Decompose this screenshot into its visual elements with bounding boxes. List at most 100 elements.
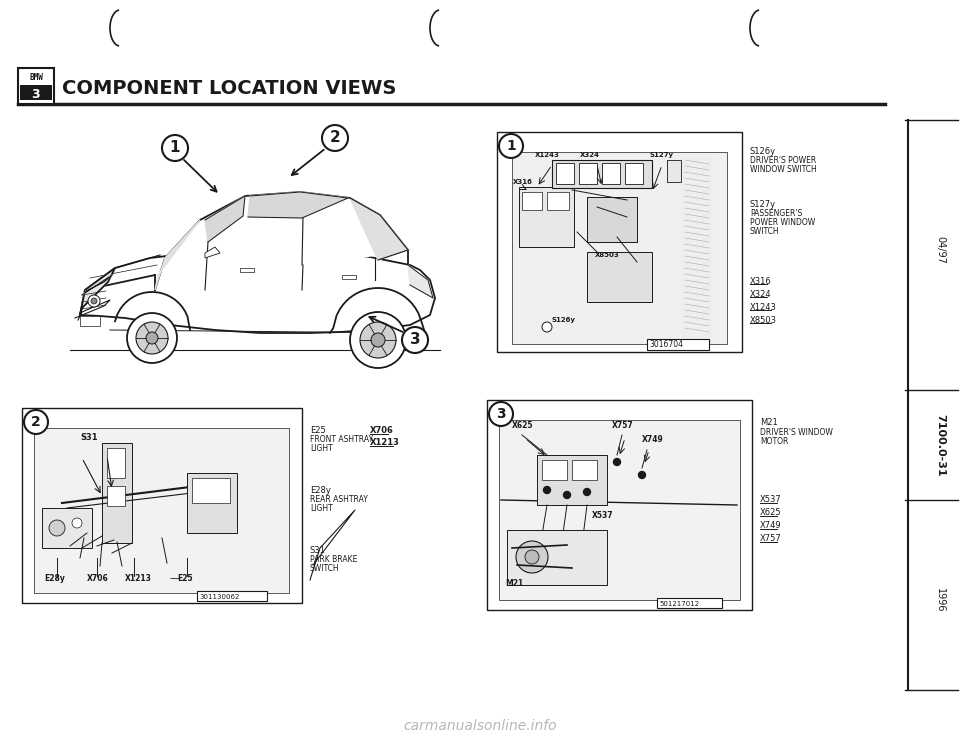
Text: E25: E25 [177,574,193,583]
Text: DRIVER'S WINDOW: DRIVER'S WINDOW [760,428,833,437]
Bar [587,252,652,302]
Text: X625: X625 [512,421,534,430]
Circle shape [516,541,548,573]
Text: M21: M21 [760,418,778,427]
Circle shape [136,322,168,354]
Text: COMPONENT LOCATION VIEWS: COMPONENT LOCATION VIEWS [62,79,396,97]
Bar [107,486,125,506]
Circle shape [499,134,523,158]
Text: —: — [170,573,180,583]
Circle shape [127,313,177,363]
Text: 301130062: 301130062 [199,594,239,600]
Circle shape [360,322,396,358]
Text: S127y: S127y [750,200,776,209]
Polygon shape [80,268,115,315]
Circle shape [322,125,348,151]
Bar [18,68,54,104]
Text: WINDOW SWITCH: WINDOW SWITCH [750,165,817,174]
Text: M21: M21 [505,579,523,588]
Bar [102,443,132,543]
Polygon shape [408,265,433,298]
Circle shape [371,333,385,347]
Bar [537,455,607,505]
Text: X757: X757 [612,421,634,430]
Circle shape [72,518,82,528]
Polygon shape [155,192,408,290]
Text: S126y: S126y [552,317,576,323]
Text: PARK BRAKE: PARK BRAKE [310,555,357,564]
Text: LIGHT: LIGHT [310,444,333,453]
Text: X8503: X8503 [595,252,620,258]
Bar [572,460,597,480]
Bar [512,152,727,344]
Text: S31: S31 [310,546,325,555]
Text: X749: X749 [642,435,663,444]
Bar [80,316,100,326]
Bar [657,598,722,608]
Text: 2: 2 [329,130,341,146]
Bar [556,163,574,184]
Text: 3: 3 [496,407,506,421]
Circle shape [91,298,97,304]
Circle shape [162,135,188,161]
Bar [240,268,254,272]
Text: X1213: X1213 [125,574,152,583]
Polygon shape [155,220,200,290]
Text: X625: X625 [760,508,781,517]
Bar [342,275,356,279]
Bar [107,448,125,478]
Text: X537: X537 [592,511,613,520]
Bar [42,508,92,548]
Circle shape [638,472,645,478]
Polygon shape [205,247,220,258]
Text: X8503: X8503 [750,316,777,325]
Polygon shape [80,250,435,333]
Text: 1: 1 [506,139,516,153]
Text: X706: X706 [370,426,394,435]
Bar [487,400,752,610]
Text: X1243: X1243 [535,152,560,158]
Text: S31: S31 [80,433,98,442]
Circle shape [88,295,100,307]
Text: DRIVER'S POWER: DRIVER'S POWER [750,156,816,165]
Bar [625,163,643,184]
Text: REAR ASHTRAY: REAR ASHTRAY [310,495,368,504]
Text: X316: X316 [513,179,533,185]
Bar [647,339,709,350]
Text: 7100.0-31: 7100.0-31 [935,414,945,476]
Bar [587,197,637,242]
Text: BMW: BMW [29,74,43,83]
Text: 3016704: 3016704 [649,340,683,349]
Text: PASSENGER'S: PASSENGER'S [750,209,803,218]
Text: E28y: E28y [44,574,65,583]
Circle shape [525,550,539,564]
Text: S127y: S127y [649,152,673,158]
Text: 3: 3 [32,88,40,100]
Bar [192,478,230,503]
Bar [507,530,607,585]
Bar [579,163,597,184]
Bar [667,160,681,182]
Text: E28y: E28y [310,486,331,495]
Bar [197,591,267,601]
Bar [519,187,574,247]
Circle shape [402,327,428,353]
Bar [682,157,712,344]
Circle shape [542,322,552,332]
Text: X316: X316 [750,277,772,286]
Text: E25: E25 [310,426,325,435]
Polygon shape [248,192,348,218]
Bar [547,192,569,210]
Text: 1996: 1996 [935,588,945,612]
Circle shape [24,410,48,434]
Bar [497,132,742,352]
Circle shape [543,487,550,493]
Text: X706: X706 [87,574,108,583]
Text: carmanualsonline.info: carmanualsonline.info [403,719,557,733]
Bar [522,192,542,210]
Text: SWITCH: SWITCH [750,227,780,236]
Circle shape [564,492,570,498]
Bar [542,460,567,480]
Text: 501217012: 501217012 [659,601,699,607]
Text: X324: X324 [580,152,600,158]
